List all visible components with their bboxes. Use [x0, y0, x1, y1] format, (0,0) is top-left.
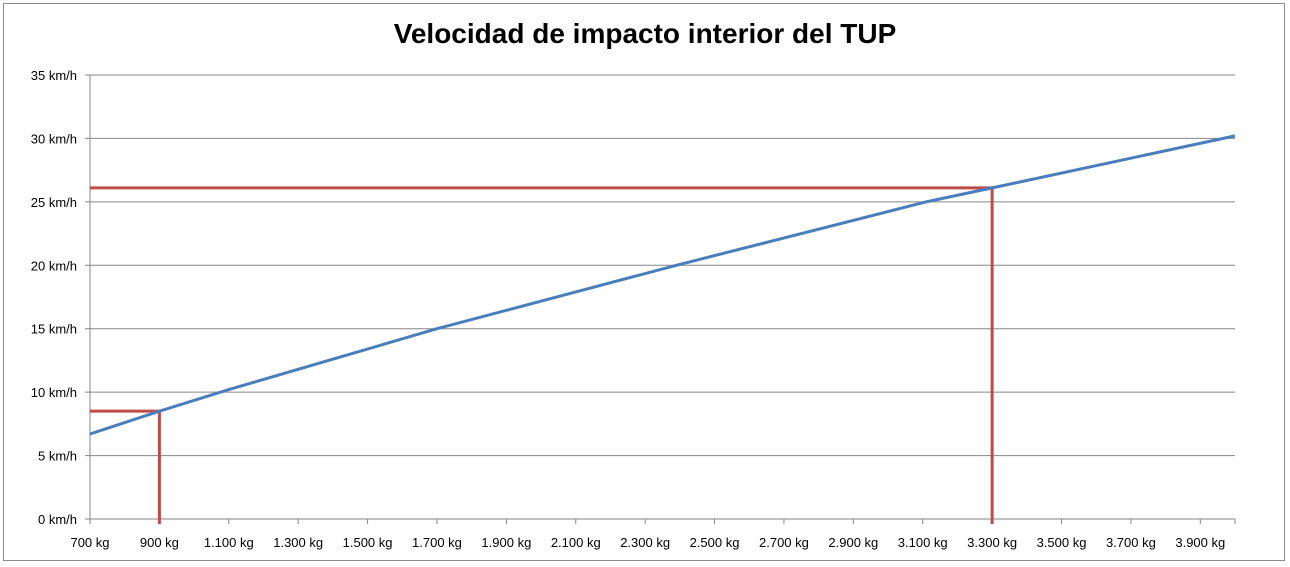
x-tick-label: 3.500 kg	[1037, 535, 1087, 550]
x-tick-label: 900 kg	[140, 535, 179, 550]
x-tick-label: 1.500 kg	[343, 535, 393, 550]
y-tick-label: 5 km/h	[38, 449, 77, 464]
marker-line	[90, 409, 161, 524]
y-tick-label: 25 km/h	[31, 195, 77, 210]
y-tick-label: 20 km/h	[31, 258, 77, 273]
y-tick-label: 15 km/h	[31, 322, 77, 337]
x-tick-label: 3.700 kg	[1106, 535, 1156, 550]
x-tick-label: 1.900 kg	[481, 535, 531, 550]
x-tick-label: 1.100 kg	[204, 535, 254, 550]
x-tick-label: 2.100 kg	[551, 535, 601, 550]
x-tick-label: 2.900 kg	[828, 535, 878, 550]
y-tick-label: 0 km/h	[38, 512, 77, 527]
x-tick-label: 2.700 kg	[759, 535, 809, 550]
x-tick-label: 3.900 kg	[1175, 535, 1225, 550]
x-tick-label: 1.300 kg	[273, 535, 323, 550]
x-tick-label: 3.300 kg	[967, 535, 1017, 550]
y-tick-label: 35 km/h	[31, 68, 77, 83]
x-tick-label: 700 kg	[70, 535, 109, 550]
series-line	[89, 134, 1236, 436]
x-tick-label: 3.100 kg	[898, 535, 948, 550]
y-tick-label: 30 km/h	[31, 131, 77, 146]
x-tick-label: 2.500 kg	[690, 535, 740, 550]
y-tick-label: 10 km/h	[31, 385, 77, 400]
marker-line	[90, 186, 994, 524]
chart-title: Velocidad de impacto interior del TUP	[393, 18, 897, 49]
chart-frame	[3, 3, 1285, 561]
x-tick-label: 1.700 kg	[412, 535, 462, 550]
x-tick-label: 2.300 kg	[620, 535, 670, 550]
